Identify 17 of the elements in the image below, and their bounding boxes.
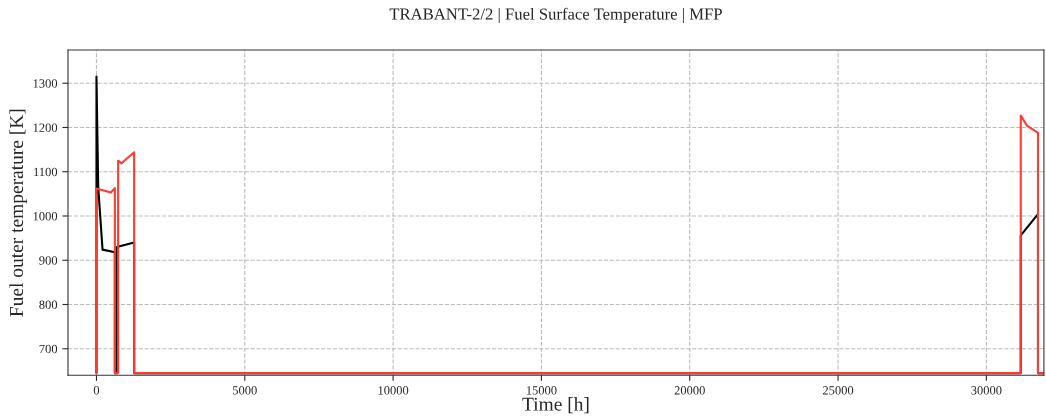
chart-title: TRABANT-2/2 | Fuel Surface Temperature | MFP xyxy=(389,7,722,24)
x-tick-label: 15000 xyxy=(526,386,557,395)
x-tick-label: 30000 xyxy=(971,386,1002,395)
x-tick-label: 0 xyxy=(93,386,100,395)
x-tick-label: 5000 xyxy=(233,386,257,395)
y-tick-label: 1200 xyxy=(33,123,58,132)
y-tick-label: 700 xyxy=(39,344,58,354)
y-axis-title: Fuel outer temperature [K] xyxy=(9,109,28,317)
x-tick-label: 20000 xyxy=(674,386,705,395)
y-tick-label: 900 xyxy=(39,256,58,265)
y-tick-label: 1100 xyxy=(34,167,58,177)
y-tick-label: 800 xyxy=(39,300,58,309)
y-tick-label: 1300 xyxy=(33,79,58,88)
y-tick-label: 1000 xyxy=(33,212,58,221)
x-tick-label: 10000 xyxy=(378,386,409,395)
x-axis-title: Time [h] xyxy=(522,397,589,414)
x-tick-label: 25000 xyxy=(822,386,854,395)
